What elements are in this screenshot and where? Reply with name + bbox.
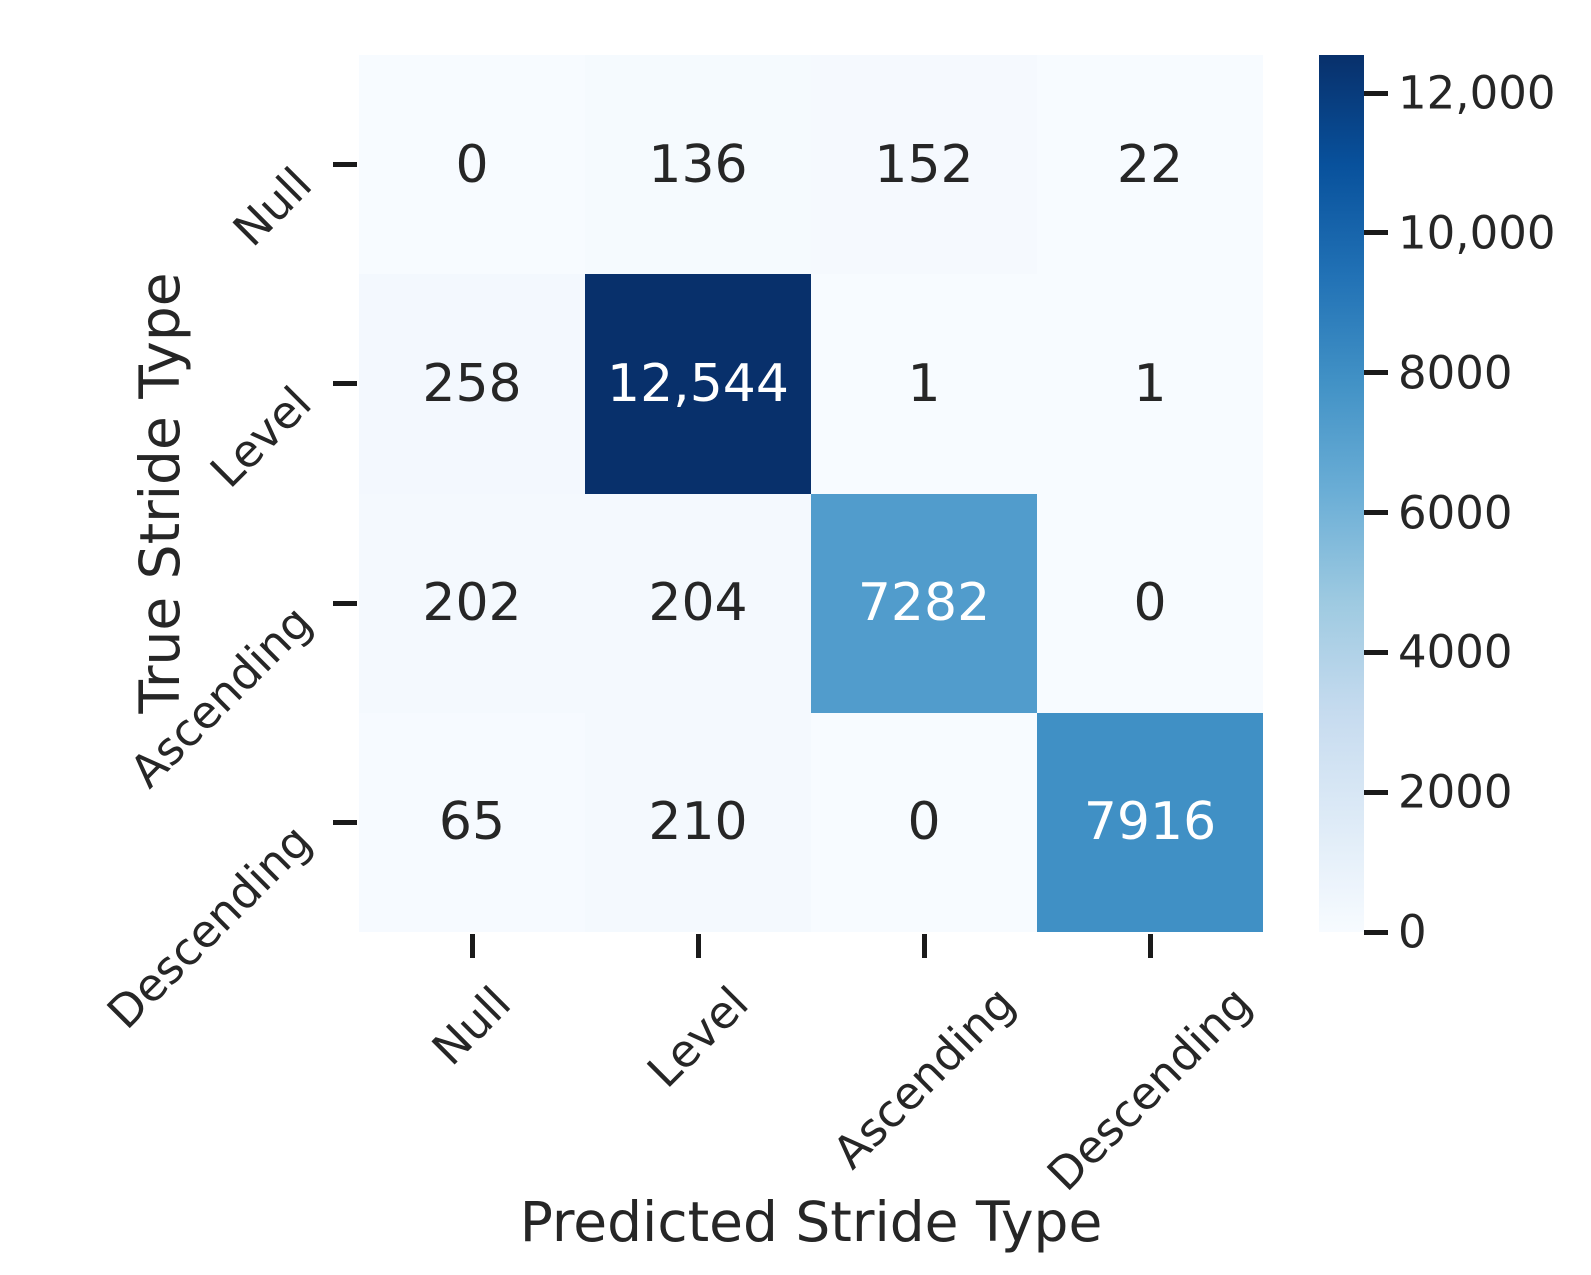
colorbar-tick (1364, 789, 1388, 795)
y-axis-title: True Stride Type (128, 272, 192, 714)
cell-value: 0 (907, 792, 941, 853)
heatmap-cell-level-level: 12,544 (585, 274, 811, 494)
y-axis-tick (333, 162, 357, 168)
heatmap-cell-descending-null: 65 (359, 712, 585, 932)
cell-value: 258 (422, 353, 522, 414)
y-axis-tick (333, 600, 357, 606)
x-tick-label-level: Level (636, 976, 759, 1098)
cell-value: 1 (907, 353, 941, 414)
colorbar-tick (1364, 929, 1388, 935)
heatmap-cell-descending-ascending: 0 (811, 712, 1037, 932)
colorbar-tick-label: 6000 (1398, 486, 1513, 540)
heatmap-cell-ascending-descending: 0 (1037, 493, 1263, 713)
heatmap-cell-level-ascending: 1 (811, 274, 1037, 494)
colorbar-tick-label: 10,000 (1398, 206, 1556, 260)
colorbar-tick-label: 0 (1398, 905, 1427, 959)
cell-value: 136 (648, 134, 748, 195)
x-tick-label-null: Null (422, 976, 522, 1076)
cell-value: 0 (455, 134, 489, 195)
colorbar-tick (1364, 90, 1388, 96)
heatmap-cell-null-ascending: 152 (811, 55, 1037, 275)
heatmap-grid: 0 136 152 22 258 12,544 1 1 202 204 7282 0 65 210 0 791… (359, 55, 1263, 932)
cell-value: 204 (648, 573, 748, 634)
cell-value: 0 (1133, 573, 1167, 634)
heatmap-cell-ascending-ascending: 7282 (811, 493, 1037, 713)
colorbar-tick (1364, 649, 1388, 655)
heatmap-cell-level-null: 258 (359, 274, 585, 494)
cell-value: 7282 (857, 573, 991, 634)
heatmap-cell-ascending-null: 202 (359, 493, 585, 713)
cell-value: 202 (422, 573, 522, 634)
x-axis-tick (1147, 934, 1153, 958)
heatmap-cell-null-null: 0 (359, 55, 585, 275)
x-axis-tick (469, 934, 475, 958)
cell-value: 65 (438, 792, 506, 853)
colorbar-tick-label: 2000 (1398, 765, 1513, 819)
cell-value: 210 (648, 792, 748, 853)
cell-value: 22 (1116, 134, 1184, 195)
x-tick-label-ascending: Ascending (822, 976, 1026, 1179)
cell-value: 12,544 (607, 353, 789, 414)
y-axis-tick (333, 381, 357, 387)
heatmap-cell-null-level: 136 (585, 55, 811, 275)
heatmap-cell-null-descending: 22 (1037, 55, 1263, 275)
heatmap-cell-ascending-level: 204 (585, 493, 811, 713)
x-axis-title: Predicted Stride Type (519, 1190, 1103, 1254)
heatmap-cell-level-descending: 1 (1037, 274, 1263, 494)
colorbar-tick-label: 8000 (1398, 346, 1513, 400)
heatmap-cell-descending-descending: 7916 (1037, 712, 1263, 932)
y-tick-label-null: Null (223, 156, 323, 257)
cell-value: 152 (874, 134, 974, 195)
heatmap-cell-descending-level: 210 (585, 712, 811, 932)
colorbar-tick (1364, 510, 1388, 516)
x-axis-tick (921, 934, 927, 958)
cell-value: 1 (1133, 353, 1167, 414)
colorbar-gradient (1319, 55, 1364, 932)
colorbar-tick-label: 4000 (1398, 625, 1513, 679)
y-axis-tick (333, 819, 357, 825)
x-tick-label-descending: Descending (1037, 976, 1262, 1202)
y-tick-label-level: Level (200, 376, 322, 498)
x-axis-tick (695, 934, 701, 958)
y-tick-label-descending: Descending (97, 814, 322, 1040)
colorbar-tick (1364, 370, 1388, 376)
colorbar-tick-label: 12,000 (1398, 66, 1556, 120)
colorbar-tick (1364, 230, 1388, 236)
cell-value: 7916 (1083, 792, 1217, 853)
